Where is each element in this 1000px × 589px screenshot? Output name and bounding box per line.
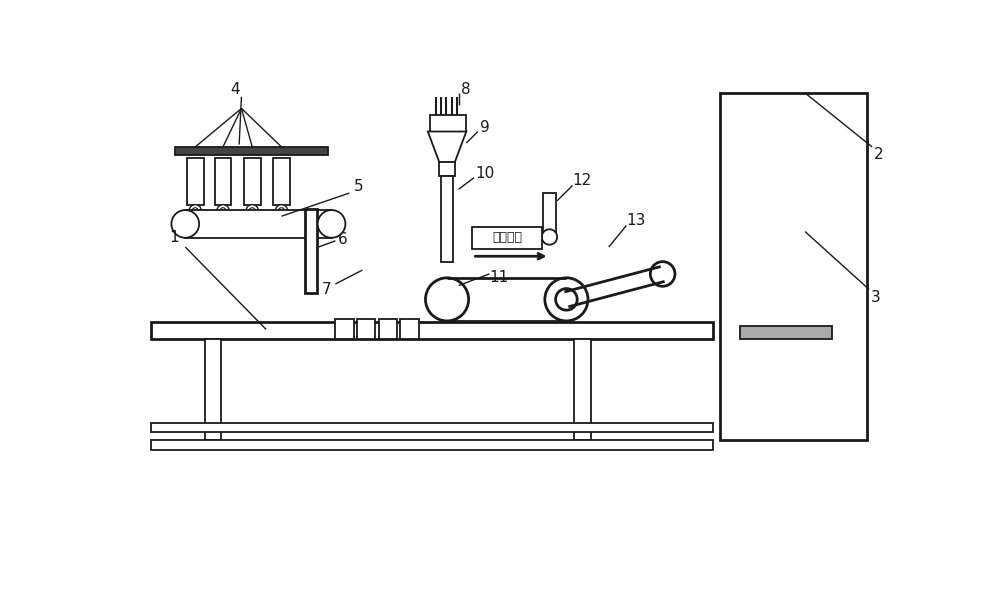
- Text: 10: 10: [475, 166, 494, 181]
- Text: 13: 13: [626, 213, 645, 227]
- Bar: [439, 163, 455, 176]
- Ellipse shape: [318, 210, 345, 238]
- Bar: [472, 227, 542, 249]
- Circle shape: [217, 204, 229, 217]
- Bar: [151, 439, 713, 450]
- Bar: [543, 193, 556, 236]
- Text: 1: 1: [169, 230, 179, 245]
- Circle shape: [249, 208, 255, 214]
- Text: 6: 6: [338, 232, 348, 247]
- Bar: [305, 209, 317, 293]
- Bar: [379, 319, 397, 339]
- Bar: [244, 158, 261, 204]
- Circle shape: [246, 204, 258, 217]
- Circle shape: [556, 289, 577, 310]
- Text: 12: 12: [572, 173, 591, 187]
- Text: 7: 7: [321, 282, 331, 297]
- Text: 布料方向: 布料方向: [492, 231, 522, 244]
- Circle shape: [275, 204, 288, 217]
- Circle shape: [192, 208, 198, 214]
- Bar: [574, 339, 591, 439]
- Text: 4: 4: [230, 82, 240, 97]
- Text: 2: 2: [873, 147, 883, 162]
- Text: 11: 11: [489, 270, 508, 285]
- Circle shape: [278, 208, 285, 214]
- Bar: [273, 158, 290, 204]
- Circle shape: [425, 278, 469, 321]
- Bar: [205, 339, 221, 439]
- Text: 9: 9: [480, 120, 490, 135]
- Bar: [400, 319, 419, 339]
- Bar: [151, 322, 713, 339]
- Bar: [175, 147, 328, 154]
- Bar: [430, 115, 466, 131]
- Circle shape: [189, 204, 201, 217]
- Circle shape: [545, 278, 588, 321]
- Bar: [740, 326, 832, 339]
- Bar: [335, 319, 354, 339]
- Circle shape: [650, 262, 675, 286]
- Ellipse shape: [171, 210, 199, 238]
- Text: 3: 3: [871, 290, 881, 305]
- Bar: [720, 93, 867, 439]
- Bar: [185, 210, 332, 238]
- Bar: [441, 176, 453, 263]
- Circle shape: [542, 229, 557, 244]
- Bar: [215, 158, 231, 204]
- Polygon shape: [428, 131, 466, 163]
- Circle shape: [220, 208, 226, 214]
- Bar: [357, 319, 375, 339]
- Bar: [151, 422, 713, 432]
- Text: 8: 8: [461, 82, 471, 97]
- Bar: [187, 158, 204, 204]
- Text: 5: 5: [354, 180, 363, 194]
